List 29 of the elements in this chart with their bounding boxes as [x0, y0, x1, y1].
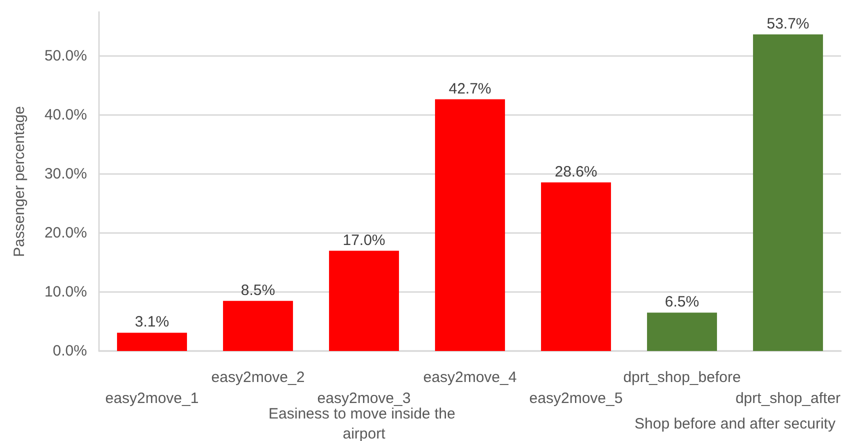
y-tick-label: 20.0%: [44, 224, 87, 242]
text: Shop before and after security: [634, 416, 836, 432]
x-tick-label: easy2move_2: [211, 369, 305, 386]
x-tick-label: easy2move_5: [529, 390, 623, 407]
data-label: 28.6%: [554, 163, 598, 180]
y-tick-label: 0.0%: [52, 342, 87, 360]
y-tick-label: 10.0%: [44, 284, 87, 301]
bar: [329, 250, 399, 351]
bar: [541, 182, 611, 351]
data-label: 3.1%: [134, 314, 170, 331]
x-tick-label: easy2move_1: [105, 390, 199, 407]
bar: [753, 34, 823, 351]
y-tick-label: 50.0%: [44, 48, 87, 65]
y-tick-label: 30.0%: [44, 166, 87, 183]
x-tick-label: easy2move_4: [423, 369, 517, 386]
y-axis-title: Passenger percentage: [11, 106, 28, 257]
bar: [223, 300, 293, 351]
data-label: 42.7%: [448, 80, 492, 98]
y-tick-label: 40.0%: [44, 106, 87, 124]
x-tick-label: dprt_shop_before: [623, 369, 741, 386]
bar: [117, 332, 187, 351]
x-tick-label: easy2move_3: [317, 390, 411, 407]
x-tick-label: dprt_shop_after: [735, 390, 841, 407]
data-label: 6.5%: [664, 294, 700, 311]
bar: [647, 312, 717, 351]
data-label: 8.5%: [240, 282, 276, 299]
bar: [435, 99, 505, 351]
data-label: 17.0%: [342, 232, 386, 249]
data-label: 53.7%: [766, 15, 810, 32]
